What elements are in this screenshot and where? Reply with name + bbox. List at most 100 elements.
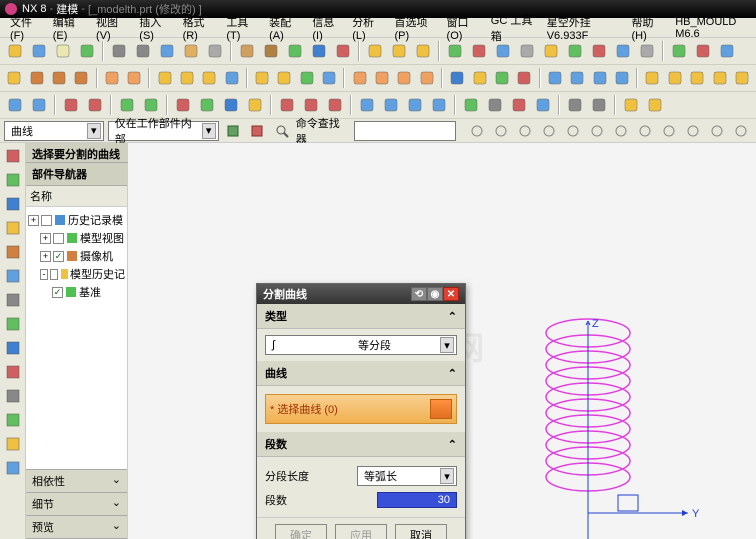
toolbar-button[interactable] — [102, 67, 122, 89]
dialog-opt-icon[interactable]: ◉ — [427, 287, 443, 301]
toolbar-button[interactable] — [260, 40, 282, 62]
sel-icon-2[interactable] — [247, 120, 267, 142]
toolbar-button[interactable] — [52, 40, 74, 62]
lefttab-button[interactable] — [2, 289, 24, 311]
cmd-search-icon[interactable] — [271, 120, 291, 142]
menu-item[interactable]: 帮助(H) — [625, 12, 667, 44]
toolbar-button[interactable] — [460, 94, 482, 116]
toolbar-button[interactable] — [60, 94, 82, 116]
expand-icon[interactable]: + — [40, 251, 51, 262]
toolbar-button[interactable] — [642, 67, 662, 89]
checkbox-icon[interactable]: ✓ — [52, 287, 63, 298]
toolbar-button[interactable] — [588, 40, 610, 62]
cancel-button[interactable]: 取消 — [395, 524, 447, 539]
lefttab-button[interactable] — [2, 169, 24, 191]
menu-item[interactable]: 信息(I) — [306, 12, 344, 44]
toolbar-button[interactable] — [404, 94, 426, 116]
toolbar-button[interactable] — [324, 94, 346, 116]
toolbar-button[interactable] — [124, 67, 144, 89]
menu-item[interactable]: HB_MOULD M6.6 — [669, 14, 752, 42]
nav-tree[interactable]: +历史记录模+模型视图+✓摄像机-模型历史记✓基准 — [26, 207, 127, 469]
toolbar-button[interactable] — [4, 40, 26, 62]
select-icon[interactable] — [430, 399, 452, 419]
toolbar-button[interactable] — [444, 40, 466, 62]
sel-toolbar-button[interactable] — [586, 120, 608, 142]
toolbar-button[interactable] — [274, 67, 294, 89]
toolbar-button[interactable] — [132, 40, 154, 62]
checkbox-icon[interactable] — [53, 233, 64, 244]
chevron-down-icon[interactable]: ▾ — [440, 468, 454, 484]
lefttab-button[interactable] — [2, 457, 24, 479]
toolbar-button[interactable] — [71, 67, 91, 89]
viewport[interactable]: X i 网 Z Y X Z 分割曲线 ⟲ — [128, 143, 756, 539]
toolbar-button[interactable] — [300, 94, 322, 116]
toolbar-button[interactable] — [428, 94, 450, 116]
toolbar-button[interactable] — [28, 40, 50, 62]
toolbar-button[interactable] — [356, 94, 378, 116]
toolbar-button[interactable] — [545, 67, 565, 89]
lefttab-button[interactable] — [2, 217, 24, 239]
nav-section[interactable]: 细节⌄ — [26, 493, 127, 516]
toolbar-button[interactable] — [308, 40, 330, 62]
sel-icon-1[interactable] — [223, 120, 243, 142]
lefttab-button[interactable] — [2, 385, 24, 407]
expand-icon[interactable]: + — [40, 233, 51, 244]
toolbar-button[interactable] — [220, 94, 242, 116]
chevron-down-icon[interactable]: ▾ — [202, 123, 216, 139]
filter-combo[interactable]: 曲线 ▾ — [4, 121, 104, 141]
toolbar-button[interactable] — [668, 40, 690, 62]
toolbar-button[interactable] — [620, 94, 642, 116]
toolbar-button[interactable] — [564, 94, 586, 116]
toolbar-button[interactable] — [508, 94, 530, 116]
tree-item[interactable]: -模型历史记 — [28, 265, 125, 283]
sel-toolbar-button[interactable] — [682, 120, 704, 142]
menu-item[interactable]: 视图(V) — [90, 12, 131, 44]
toolbar-button[interactable] — [612, 67, 632, 89]
toolbar-button[interactable] — [204, 40, 226, 62]
sel-toolbar-button[interactable] — [730, 120, 752, 142]
toolbar-button[interactable] — [484, 94, 506, 116]
lefttab-button[interactable] — [2, 145, 24, 167]
lefttab-button[interactable] — [2, 409, 24, 431]
expand-icon[interactable]: + — [28, 215, 39, 226]
toolbar-button[interactable] — [665, 67, 685, 89]
toolbar-button[interactable] — [492, 40, 514, 62]
toolbar-button[interactable] — [332, 40, 354, 62]
menu-item[interactable]: 分析(L) — [346, 12, 386, 44]
toolbar-button[interactable] — [636, 40, 658, 62]
toolbar-button[interactable] — [394, 67, 414, 89]
toolbar-button[interactable] — [199, 67, 219, 89]
toolbar-button[interactable] — [349, 67, 369, 89]
toolbar-button[interactable] — [388, 40, 410, 62]
toolbar-button[interactable] — [252, 67, 272, 89]
toolbar-button[interactable] — [380, 94, 402, 116]
sel-toolbar-button[interactable] — [538, 120, 560, 142]
toolbar-button[interactable] — [297, 67, 317, 89]
scope-combo[interactable]: 仅在工作部件内部 ▾ — [108, 121, 219, 141]
nav-section[interactable]: 相依性⌄ — [26, 470, 127, 493]
lefttab-button[interactable] — [2, 361, 24, 383]
checkbox-icon[interactable] — [41, 215, 52, 226]
collapse-icon[interactable]: ⌃ — [448, 367, 457, 380]
sel-toolbar-button[interactable] — [634, 120, 656, 142]
toolbar-button[interactable] — [116, 94, 138, 116]
toolbar-button[interactable] — [26, 67, 46, 89]
sel-toolbar-button[interactable] — [658, 120, 680, 142]
nav-section[interactable]: 预览⌄ — [26, 516, 127, 539]
lefttab-button[interactable] — [2, 337, 24, 359]
sel-toolbar-button[interactable] — [514, 120, 536, 142]
checkbox-icon[interactable]: ✓ — [53, 251, 64, 262]
lefttab-button[interactable] — [2, 433, 24, 455]
menu-item[interactable]: 格式(R) — [177, 12, 219, 44]
toolbar-button[interactable] — [156, 40, 178, 62]
toolbar-button[interactable] — [284, 40, 306, 62]
ok-button[interactable]: 确定 — [275, 524, 327, 539]
tree-item[interactable]: ✓基准 — [28, 283, 125, 301]
expand-icon[interactable]: - — [40, 269, 48, 280]
toolbar-button[interactable] — [154, 67, 174, 89]
menu-item[interactable]: 窗口(O) — [441, 12, 483, 44]
dialog-pin-icon[interactable]: ⟲ — [411, 287, 427, 301]
dialog-title[interactable]: 分割曲线 ⟲ ◉ ✕ — [257, 284, 465, 304]
toolbar-button[interactable] — [49, 67, 69, 89]
toolbar-button[interactable] — [612, 40, 634, 62]
